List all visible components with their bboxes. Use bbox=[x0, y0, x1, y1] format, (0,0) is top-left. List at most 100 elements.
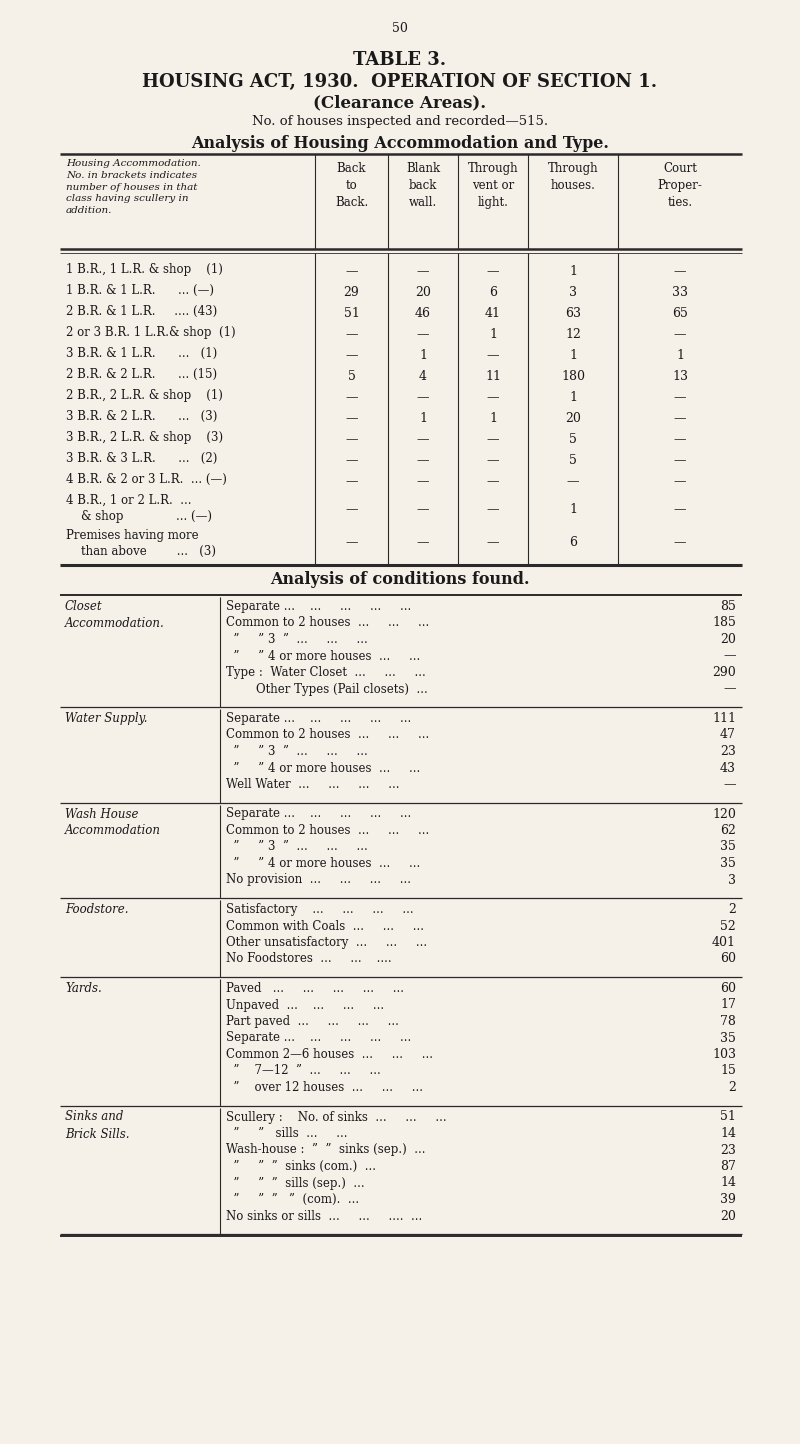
Text: 52: 52 bbox=[720, 920, 736, 933]
Text: —: — bbox=[674, 266, 686, 279]
Text: —: — bbox=[674, 453, 686, 466]
Text: —: — bbox=[674, 503, 686, 516]
Text: Through
vent or
light.: Through vent or light. bbox=[468, 162, 518, 209]
Text: 1: 1 bbox=[419, 412, 427, 425]
Text: Separate ...    ...     ...     ...     ...: Separate ... ... ... ... ... bbox=[226, 712, 411, 725]
Text: 3 B.R. & 2 L.R.      ...   (3): 3 B.R. & 2 L.R. ... (3) bbox=[66, 410, 218, 423]
Text: 401: 401 bbox=[712, 936, 736, 949]
Text: 6: 6 bbox=[569, 537, 577, 550]
Text: 23: 23 bbox=[720, 1144, 736, 1157]
Text: 43: 43 bbox=[720, 761, 736, 774]
Text: —: — bbox=[417, 475, 430, 488]
Text: —: — bbox=[346, 475, 358, 488]
Text: 87: 87 bbox=[720, 1160, 736, 1173]
Text: 14: 14 bbox=[720, 1177, 736, 1190]
Text: 4: 4 bbox=[419, 370, 427, 383]
Text: 29: 29 bbox=[344, 286, 359, 299]
Text: 35: 35 bbox=[720, 856, 736, 869]
Text: No provision  ...     ...     ...     ...: No provision ... ... ... ... bbox=[226, 874, 411, 887]
Text: —: — bbox=[417, 266, 430, 279]
Text: 46: 46 bbox=[415, 308, 431, 321]
Text: Separate ...    ...     ...     ...     ...: Separate ... ... ... ... ... bbox=[226, 601, 411, 614]
Text: ”     ” 4 or more houses  ...     ...: ” ” 4 or more houses ... ... bbox=[226, 761, 420, 774]
Text: Part paved  ...     ...     ...     ...: Part paved ... ... ... ... bbox=[226, 1015, 399, 1028]
Text: —: — bbox=[417, 328, 430, 341]
Text: 5: 5 bbox=[347, 370, 355, 383]
Text: 20: 20 bbox=[720, 1210, 736, 1223]
Text: 3 B.R. & 3 L.R.      ...   (2): 3 B.R. & 3 L.R. ... (2) bbox=[66, 452, 218, 465]
Text: 2: 2 bbox=[728, 1082, 736, 1095]
Text: Yards.: Yards. bbox=[65, 982, 102, 995]
Text: —: — bbox=[723, 650, 736, 663]
Text: Paved   ...     ...     ...     ...     ...: Paved ... ... ... ... ... bbox=[226, 982, 404, 995]
Text: Blank
back
wall.: Blank back wall. bbox=[406, 162, 440, 209]
Text: —: — bbox=[723, 683, 736, 696]
Text: 180: 180 bbox=[561, 370, 585, 383]
Text: —: — bbox=[486, 537, 499, 550]
Text: ”     ”  ”  sills (sep.)  ...: ” ” ” sills (sep.) ... bbox=[226, 1177, 365, 1190]
Text: 2 B.R., 2 L.R. & shop    (1): 2 B.R., 2 L.R. & shop (1) bbox=[66, 388, 223, 401]
Text: 33: 33 bbox=[672, 286, 688, 299]
Text: Scullery :    No. of sinks  ...     ...     ...: Scullery : No. of sinks ... ... ... bbox=[226, 1110, 446, 1123]
Text: —: — bbox=[346, 433, 358, 446]
Text: ”    7—12  ”  ...     ...     ...: ” 7—12 ” ... ... ... bbox=[226, 1064, 381, 1077]
Text: Premises having more
    than above        ...   (3): Premises having more than above ... (3) bbox=[66, 529, 216, 557]
Text: Analysis of Housing Accommodation and Type.: Analysis of Housing Accommodation and Ty… bbox=[191, 134, 609, 152]
Text: —: — bbox=[486, 503, 499, 516]
Text: 1 B.R., 1 L.R. & shop    (1): 1 B.R., 1 L.R. & shop (1) bbox=[66, 263, 223, 276]
Text: 1: 1 bbox=[569, 266, 577, 279]
Text: 20: 20 bbox=[565, 412, 581, 425]
Text: Wash House
Accommodation: Wash House Accommodation bbox=[65, 807, 161, 838]
Text: 20: 20 bbox=[415, 286, 431, 299]
Text: 5: 5 bbox=[569, 453, 577, 466]
Text: Court
Proper-
ties.: Court Proper- ties. bbox=[658, 162, 702, 209]
Text: 290: 290 bbox=[712, 666, 736, 679]
Text: Type :  Water Closet  ...     ...     ...: Type : Water Closet ... ... ... bbox=[226, 666, 426, 679]
Text: 35: 35 bbox=[720, 1031, 736, 1044]
Text: —: — bbox=[346, 391, 358, 404]
Text: —: — bbox=[346, 537, 358, 550]
Text: 1: 1 bbox=[489, 412, 497, 425]
Text: ”     ” 3  ”  ...     ...     ...: ” ” 3 ” ... ... ... bbox=[226, 840, 368, 853]
Text: —: — bbox=[417, 503, 430, 516]
Text: —: — bbox=[486, 475, 499, 488]
Text: —: — bbox=[674, 475, 686, 488]
Text: 23: 23 bbox=[720, 745, 736, 758]
Text: 1: 1 bbox=[676, 349, 684, 362]
Text: ”     ” 3  ”  ...     ...     ...: ” ” 3 ” ... ... ... bbox=[226, 632, 368, 645]
Text: —: — bbox=[346, 266, 358, 279]
Text: 15: 15 bbox=[720, 1064, 736, 1077]
Text: Other unsatisfactory  ...     ...     ...: Other unsatisfactory ... ... ... bbox=[226, 936, 427, 949]
Text: Other Types (Pail closets)  ...: Other Types (Pail closets) ... bbox=[226, 683, 428, 696]
Text: —: — bbox=[566, 475, 579, 488]
Text: ”     ” 4 or more houses  ...     ...: ” ” 4 or more houses ... ... bbox=[226, 856, 420, 869]
Text: 14: 14 bbox=[720, 1126, 736, 1139]
Text: HOUSING ACT, 1930.  OPERATION OF SECTION 1.: HOUSING ACT, 1930. OPERATION OF SECTION … bbox=[142, 74, 658, 91]
Text: 13: 13 bbox=[672, 370, 688, 383]
Text: —: — bbox=[346, 453, 358, 466]
Text: —: — bbox=[674, 537, 686, 550]
Text: 1: 1 bbox=[489, 328, 497, 341]
Text: 50: 50 bbox=[392, 22, 408, 35]
Text: ”     ” 4 or more houses  ...     ...: ” ” 4 or more houses ... ... bbox=[226, 650, 420, 663]
Text: Well Water  ...     ...     ...     ...: Well Water ... ... ... ... bbox=[226, 778, 399, 791]
Text: ”    over 12 houses  ...     ...     ...: ” over 12 houses ... ... ... bbox=[226, 1082, 423, 1095]
Text: Common to 2 houses  ...     ...     ...: Common to 2 houses ... ... ... bbox=[226, 729, 430, 742]
Text: 1 B.R. & 1 L.R.      ... (—): 1 B.R. & 1 L.R. ... (—) bbox=[66, 284, 214, 297]
Text: 120: 120 bbox=[712, 807, 736, 820]
Text: —: — bbox=[417, 433, 430, 446]
Text: Foodstore.: Foodstore. bbox=[65, 902, 129, 915]
Text: 3 B.R. & 1 L.R.      ...   (1): 3 B.R. & 1 L.R. ... (1) bbox=[66, 347, 218, 360]
Text: No sinks or sills  ...     ...     ....  ...: No sinks or sills ... ... .... ... bbox=[226, 1210, 422, 1223]
Text: ”     ”  ”  sinks (com.)  ...: ” ” ” sinks (com.) ... bbox=[226, 1160, 376, 1173]
Text: —: — bbox=[486, 453, 499, 466]
Text: 1: 1 bbox=[569, 349, 577, 362]
Text: Sinks and
Brick Sills.: Sinks and Brick Sills. bbox=[65, 1110, 130, 1141]
Text: 17: 17 bbox=[720, 998, 736, 1011]
Text: 39: 39 bbox=[720, 1193, 736, 1206]
Text: 60: 60 bbox=[720, 953, 736, 966]
Text: 11: 11 bbox=[485, 370, 501, 383]
Text: ”     ” 3  ”  ...     ...     ...: ” ” 3 ” ... ... ... bbox=[226, 745, 368, 758]
Text: Back
to
Back.: Back to Back. bbox=[335, 162, 368, 209]
Text: 5: 5 bbox=[569, 433, 577, 446]
